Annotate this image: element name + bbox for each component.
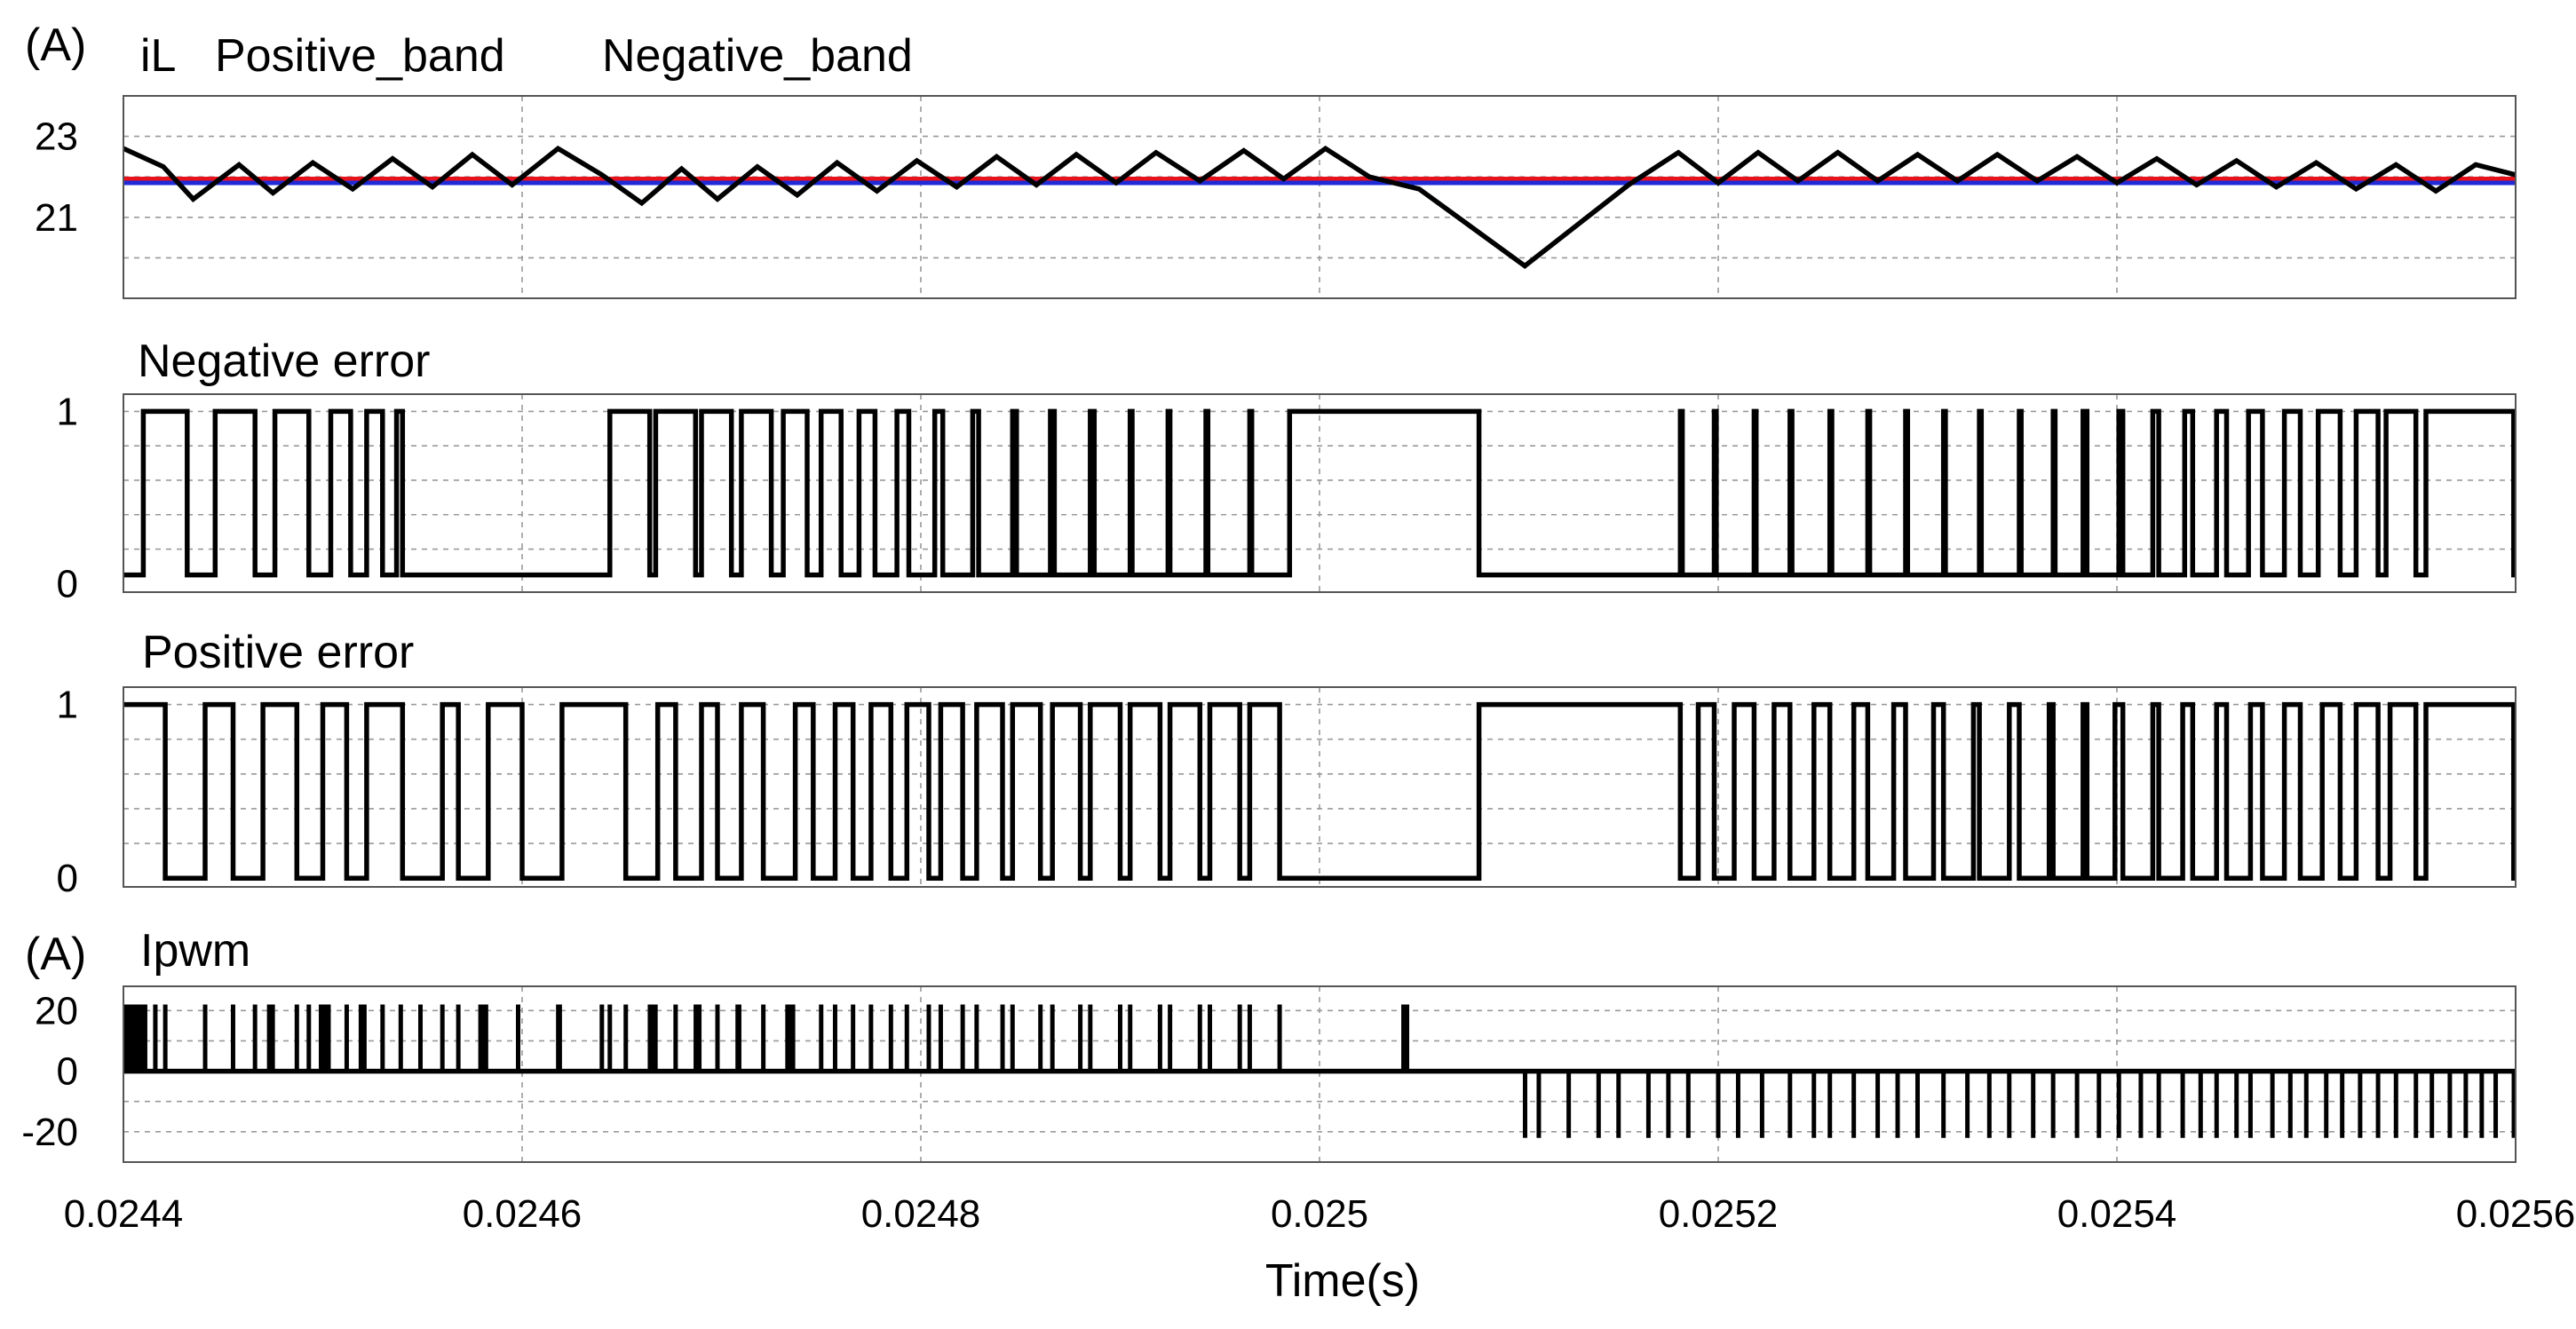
panel-negative-error-title: Negative error [138,336,430,387]
panel-il-unit: (A) [25,20,86,71]
panel-positive-error-traces [123,701,2517,881]
panel-ipwm-yticks: 20 0 -20 [21,989,78,1154]
ipwm-pulse [1522,1071,1527,1138]
y-tick-label: 1 [57,390,78,433]
negative-error-trace [123,408,2517,578]
panel-il-title: iL [140,30,176,82]
x-tick-label: 0.0256 [2456,1192,2576,1236]
panel-il-frame [123,95,2517,299]
y-tick-label: 0 [57,1050,78,1094]
x-tick-label: 0.025 [1271,1192,1368,1236]
x-tick-label: 0.0254 [2057,1192,2177,1236]
panel-il-grid [123,96,2516,298]
panel-ipwm-unit: (A) [25,929,86,980]
legend-positive-band: Positive_band [215,30,505,82]
panel-negative-error-frame [123,393,2517,593]
panel-positive-error-frame [123,686,2517,888]
ipwm-pulse [785,1004,796,1072]
x-tick-label: 0.0252 [1659,1192,1779,1236]
y-tick-label: -20 [21,1111,78,1154]
panel-negative-error: Negative error 10 [57,336,2517,605]
y-tick-label: 0 [57,562,78,605]
panel-negative-error-traces [123,408,2517,578]
ipwm-pulse [735,1004,741,1072]
y-tick-label: 23 [35,115,78,159]
y-tick-label: 1 [57,684,78,727]
panel-ipwm-title: Ipwm [140,925,250,977]
panel-il-traces [122,145,2517,269]
panel-il: (A) iL Positive_band Negative_band 23 21 [25,20,2517,299]
ipwm-pulse [123,1004,147,1072]
y-tick-label: 20 [35,989,78,1032]
ipwm-pulse [478,1004,488,1072]
x-tick-label: 0.0244 [64,1192,184,1236]
ipwm-pulse [266,1004,275,1072]
ipwm-pulse [358,1004,367,1072]
ipwm-pulse [647,1004,658,1072]
panel-positive-error-title: Positive error [142,627,414,678]
ipwm-pulse [1401,1004,1410,1072]
panel-negative-error-yticks: 10 [57,390,78,605]
panel-ipwm: (A) Ipwm 20 0 -20 [21,925,2517,1163]
ipwm-pulse [319,1004,331,1072]
panel-ipwm-traces [123,1004,2517,1138]
panel-ipwm-frame [123,985,2517,1163]
ipwm-pulse [694,1004,702,1072]
ipwm-pulse [398,1004,403,1072]
positive-error-trace [123,701,2517,881]
x-tick-label: 0.0248 [861,1192,981,1236]
il-current-trace [122,145,2517,269]
x-axis: 0.0244 0.0246 0.0248 0.025 0.0252 0.0254 0.025… [64,1192,2576,1236]
legend-negative-band: Negative_band [602,30,913,82]
y-tick-label: 21 [35,196,78,240]
y-tick-label: 0 [57,857,78,900]
panel-positive-error-yticks: 10 [57,684,78,901]
ipwm-pulse [556,1004,562,1072]
panel-il-yticks: 23 21 [35,115,78,240]
x-axis-label: Time(s) [1265,1255,1420,1307]
ipwm-pulse [2511,1071,2517,1138]
x-tick-label: 0.0246 [463,1192,583,1236]
panel-positive-error: Positive error 10 [57,627,2517,901]
